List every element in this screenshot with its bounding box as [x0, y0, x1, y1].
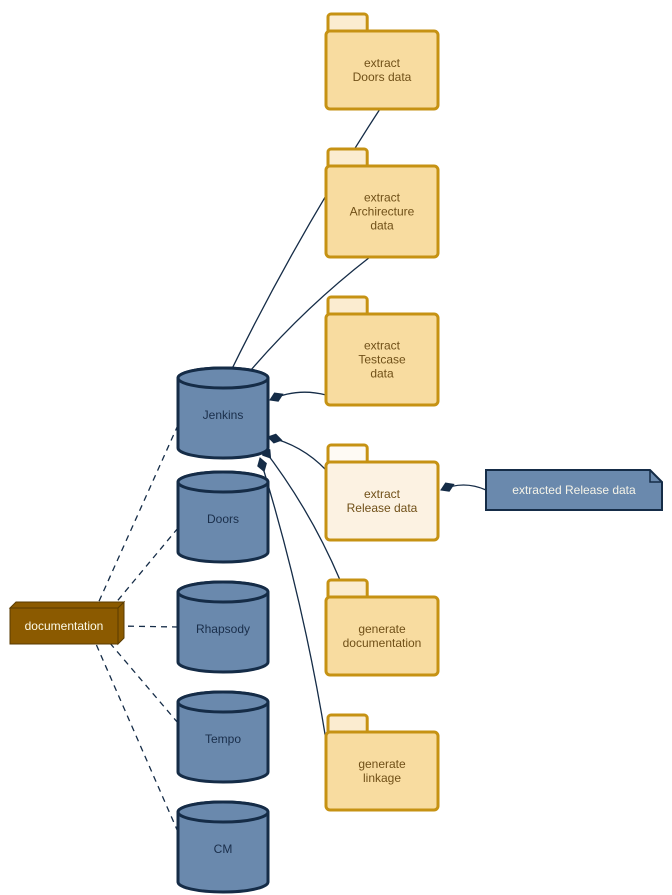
cylinder-label: CM — [214, 842, 233, 856]
cylinder-c_tempo: Tempo — [178, 692, 268, 782]
folder-label: extract — [364, 191, 401, 205]
note-n_reldata: extracted Release data — [486, 470, 662, 510]
folder-f_doors: extractDoors data — [326, 14, 438, 109]
folder-label: generate — [358, 622, 406, 636]
folder-label: linkage — [363, 771, 401, 785]
cylinder-c_rhapsody: Rhapsody — [178, 582, 268, 672]
folder-label: extract — [364, 487, 401, 501]
cylinder-label: Jenkins — [203, 408, 244, 422]
folder-label: Testcase — [358, 353, 406, 367]
folder-f_test: extractTestcasedata — [326, 297, 438, 405]
folder-label: extract — [364, 339, 401, 353]
folder-label: Archirecture — [350, 205, 415, 219]
folder-label: documentation — [343, 636, 422, 650]
folder-f_rel: extractRelease data — [326, 445, 438, 540]
folder-f_arch: extractArchirecturedata — [326, 149, 438, 257]
cylinder-label: Tempo — [205, 732, 241, 746]
folder-label: extract — [364, 56, 401, 70]
doc-label: documentation — [25, 619, 104, 633]
folder-label: generate — [358, 757, 406, 771]
note-label: extracted Release data — [512, 483, 636, 497]
cylinder-c_cm: CM — [178, 802, 268, 892]
doc-box: documentation — [10, 602, 124, 644]
folder-f_genlink: generatelinkage — [326, 715, 438, 810]
folder-label: Doors data — [353, 70, 412, 84]
cylinder-label: Rhapsody — [196, 622, 250, 636]
folder-label: data — [370, 367, 394, 381]
cylinder-c_doors: Doors — [178, 472, 268, 562]
cylinder-label: Doors — [207, 512, 239, 526]
cylinder-c_jenkins: Jenkins — [178, 368, 268, 458]
folder-f_gendoc: generatedocumentation — [326, 580, 438, 675]
diagram-canvas: extractDoors dataextractArchirecturedata… — [0, 0, 672, 895]
folder-label: Release data — [347, 501, 418, 515]
folder-label: data — [370, 219, 394, 233]
